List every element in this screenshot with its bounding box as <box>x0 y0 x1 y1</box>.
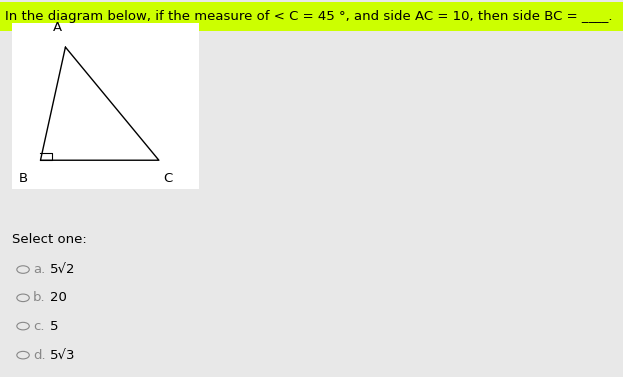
Text: Select one:: Select one: <box>12 233 87 246</box>
Text: a.: a. <box>33 263 45 276</box>
Text: d.: d. <box>33 349 45 362</box>
Text: c.: c. <box>33 320 44 333</box>
Text: b.: b. <box>33 291 45 304</box>
Text: A: A <box>54 21 62 34</box>
Text: In the diagram below, if the measure of < C = 45 °, and side AC = 10, then side : In the diagram below, if the measure of … <box>5 10 612 23</box>
Text: B: B <box>19 172 28 184</box>
Text: 5: 5 <box>50 320 59 333</box>
Bar <box>0 2 623 31</box>
Text: 5√3: 5√3 <box>50 349 75 362</box>
Text: 20: 20 <box>50 291 67 304</box>
Bar <box>12 23 199 188</box>
Text: 5√2: 5√2 <box>50 263 75 276</box>
Text: C: C <box>163 172 173 184</box>
